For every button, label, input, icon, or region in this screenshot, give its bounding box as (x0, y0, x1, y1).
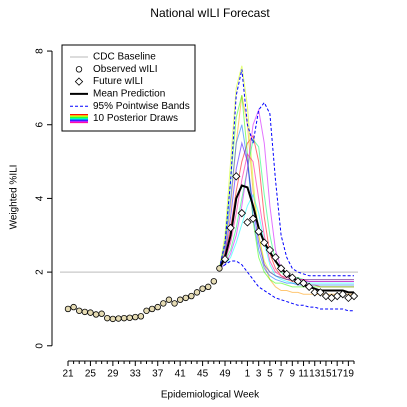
x-tick-label: 5 (267, 369, 273, 380)
x-tick-label: 9 (290, 369, 296, 380)
observed-point (160, 300, 167, 307)
future-point (220, 255, 230, 264)
band-lower (219, 260, 354, 312)
x-tick-label: 49 (219, 369, 231, 380)
legend-label: 10 Posterior Draws (93, 113, 178, 124)
observed-point (70, 303, 77, 311)
future-point (248, 214, 258, 223)
observed-point (210, 278, 218, 285)
observed-point (188, 292, 195, 300)
chart-title: National wILI Forecast (150, 6, 270, 20)
future-point (226, 223, 235, 233)
observed-point (137, 313, 145, 320)
x-axis-label: Epidemiological Week (161, 390, 260, 401)
legend-label: Mean Prediction (93, 89, 165, 100)
posterior-draw (219, 193, 354, 284)
x-tick-label: 41 (175, 369, 187, 380)
x-tick-label: 37 (152, 369, 164, 380)
x-tick-label: 25 (85, 369, 97, 380)
x-tick-label: 19 (343, 369, 355, 380)
y-tick-label: 4 (35, 195, 46, 201)
observed-point (126, 314, 133, 321)
future-point (316, 288, 325, 297)
observed-point (87, 309, 94, 316)
x-tick-label: 15 (320, 369, 332, 380)
future-point (282, 269, 291, 279)
future-point (265, 245, 275, 255)
future-point (232, 172, 241, 181)
observed-point (165, 296, 173, 303)
observed-point (154, 303, 161, 311)
x-tick-label: 21 (62, 369, 74, 380)
posterior-draw (219, 138, 354, 280)
observed-point (120, 314, 128, 322)
future-point (349, 291, 359, 301)
observed-point (148, 305, 156, 313)
observed-point (92, 311, 100, 318)
observed-point (204, 283, 212, 291)
observed-point (171, 300, 178, 307)
x-tick-label: 13 (309, 369, 321, 380)
future-point (260, 238, 269, 247)
observed-point (176, 296, 184, 303)
observed-point (109, 315, 117, 323)
legend-label: 95% Pointwise Bands (93, 101, 190, 112)
x-tick-label: 11 (298, 369, 309, 380)
legend-symbol (75, 66, 83, 73)
y-tick-label: 8 (35, 48, 46, 54)
future-point (321, 291, 331, 301)
x-tick-label: 45 (197, 369, 209, 380)
observed-point (193, 289, 201, 296)
future-point (288, 273, 297, 282)
future-point (271, 253, 280, 262)
future-point (299, 278, 308, 288)
observed-point (199, 285, 206, 292)
future-point (254, 227, 263, 236)
legend-label: Observed wILI (93, 64, 157, 75)
observed-point (216, 265, 223, 272)
future-point (293, 277, 303, 286)
future-point (338, 290, 347, 299)
legend-label: Future wILI (93, 76, 143, 87)
x-tick-label: 3 (256, 369, 262, 380)
posterior-draw (218, 124, 354, 286)
x-tick-label: 29 (107, 369, 119, 380)
x-tick-label: 7 (278, 369, 284, 380)
future-point (276, 264, 286, 273)
observed-point (81, 308, 89, 316)
y-tick-label: 6 (35, 122, 46, 128)
future-point (243, 218, 252, 227)
y-axis-label: Weighted %ILI (9, 165, 20, 230)
observed-point (143, 307, 150, 314)
band-upper (218, 69, 354, 277)
posterior-draw (218, 95, 354, 288)
y-tick-label: 2 (35, 269, 46, 275)
x-tick-label: 1 (245, 369, 251, 380)
observed-point (98, 310, 105, 317)
observed-point (182, 294, 189, 302)
y-tick-label: 0 (35, 343, 46, 349)
observed-point (115, 315, 122, 322)
observed-point (132, 313, 139, 321)
legend-symbol (74, 77, 84, 86)
observed-point (104, 314, 111, 322)
x-tick-label: 17 (332, 369, 344, 380)
observed-point (76, 307, 83, 314)
future-point (304, 282, 314, 292)
observed-point (64, 305, 72, 313)
future-point (237, 208, 247, 218)
x-tick-label: 33 (130, 369, 142, 380)
legend-label: CDC Baseline (93, 52, 156, 63)
future-point (310, 288, 319, 297)
